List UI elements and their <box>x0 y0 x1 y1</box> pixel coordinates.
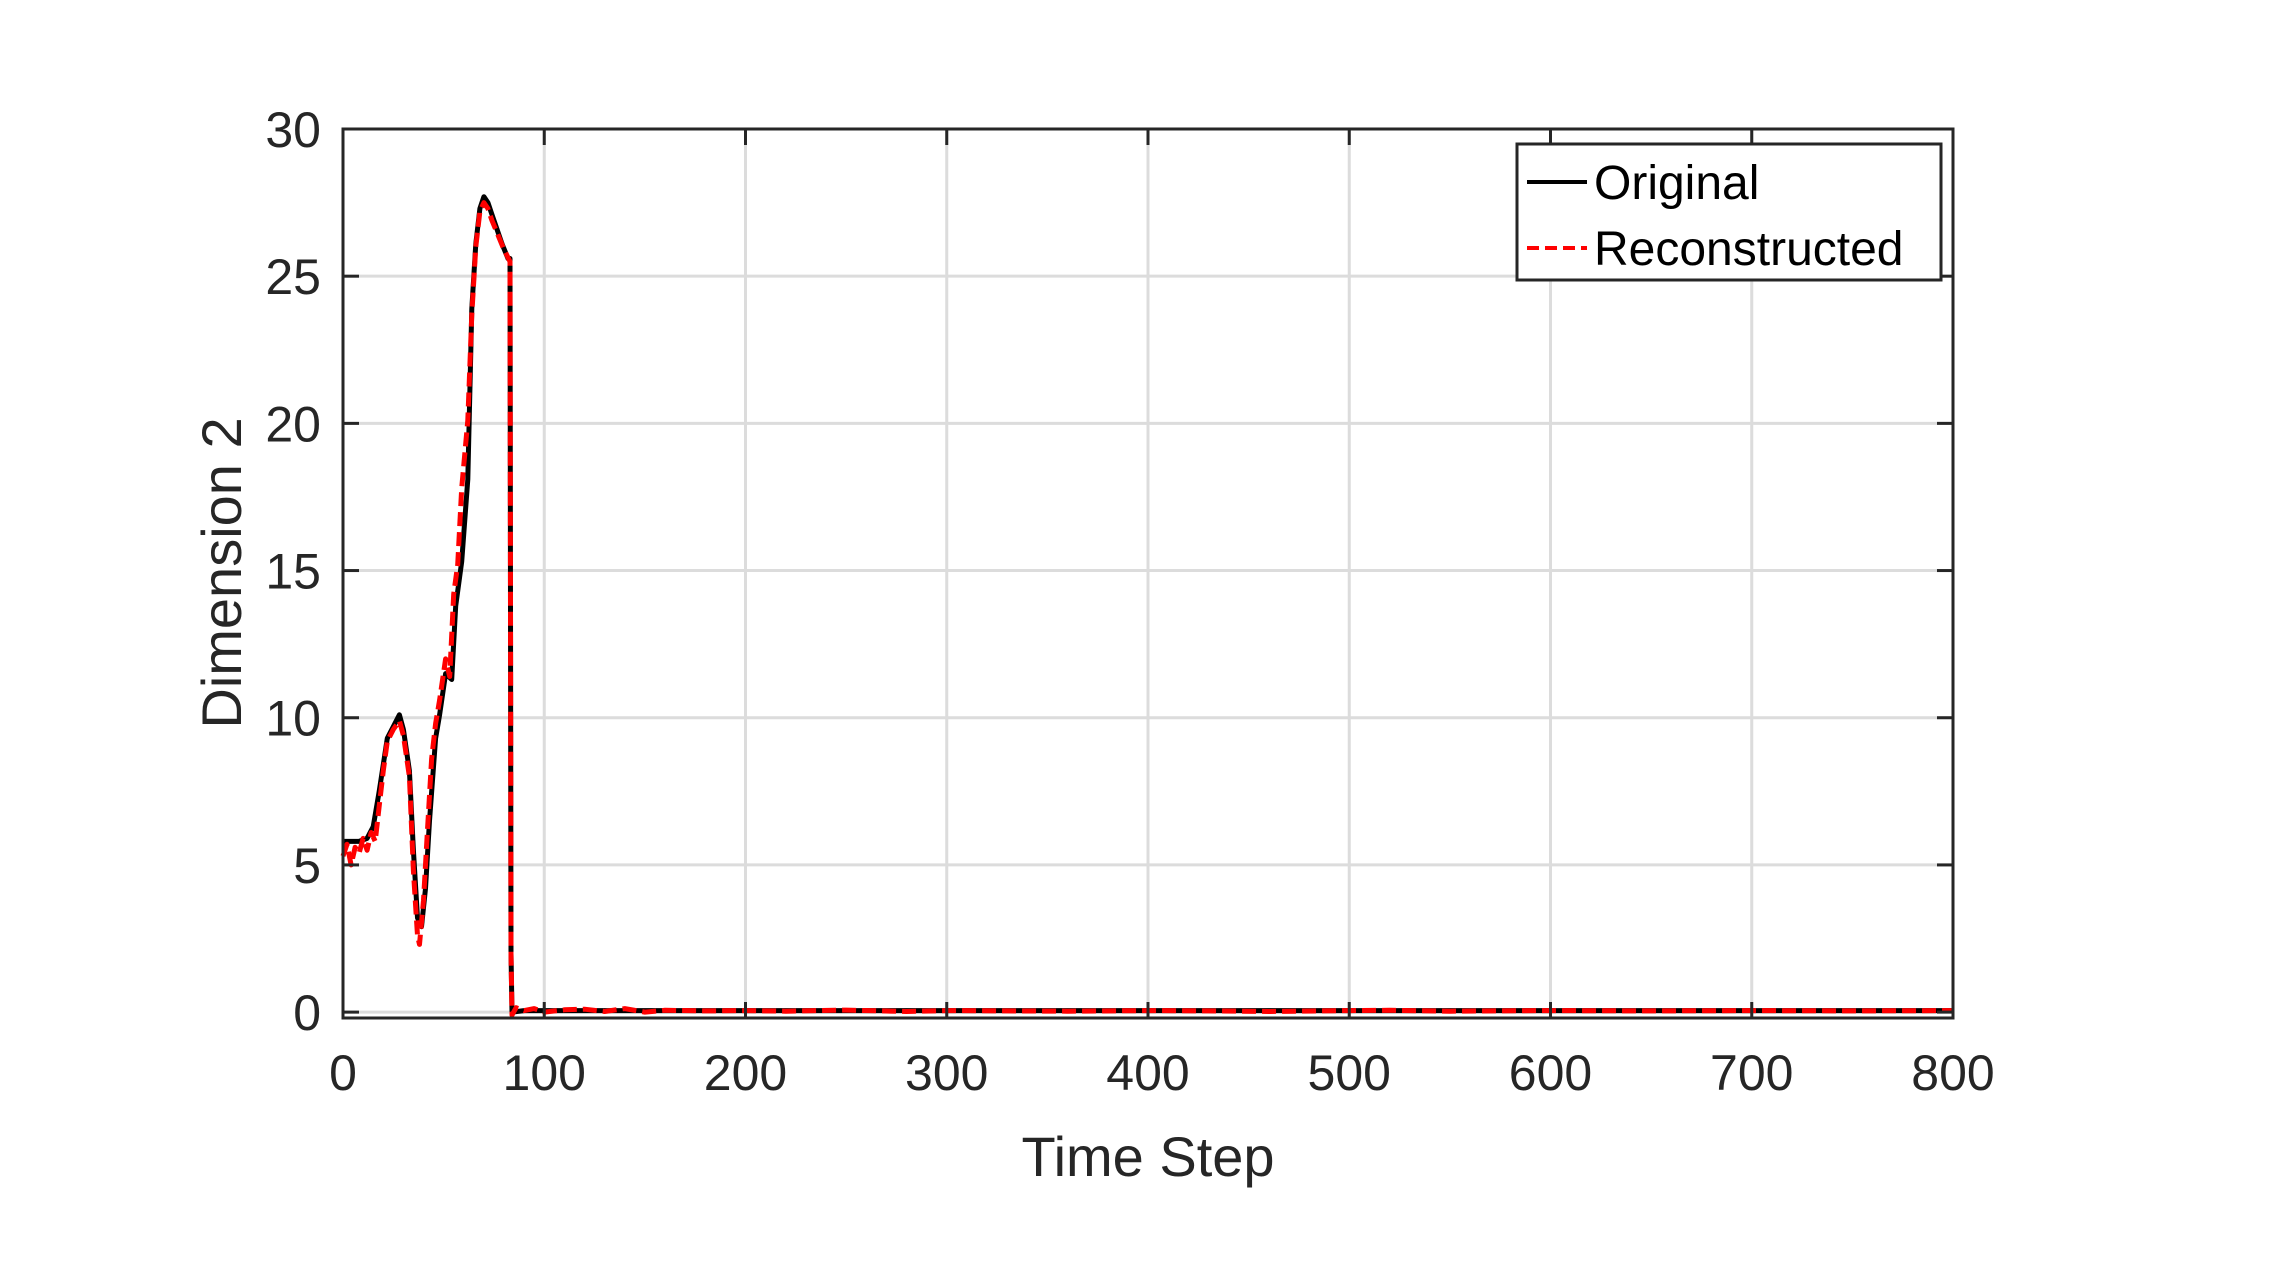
x-tick-label: 200 <box>704 1045 787 1101</box>
x-tick-label: 0 <box>329 1045 357 1101</box>
x-tick-label: 600 <box>1509 1045 1592 1101</box>
x-tick-label: 800 <box>1911 1045 1994 1101</box>
y-tick-label: 10 <box>265 691 321 747</box>
y-tick-label: 30 <box>265 102 321 158</box>
legend-label-reconstructed: Reconstructed <box>1594 223 1904 276</box>
y-tick-label: 5 <box>293 838 321 894</box>
x-axis-label: Time Step <box>1021 1125 1274 1188</box>
legend-label-original: Original <box>1594 157 1759 210</box>
y-axis-label: Dimension 2 <box>190 417 253 728</box>
x-tick-label: 400 <box>1106 1045 1189 1101</box>
y-tick-label: 25 <box>265 249 321 305</box>
legend-box <box>1515 142 1943 282</box>
tick-labels: 0 100 200 300 400 500 600 700 800 0 5 10 15 20 25 30 <box>265 102 1994 1101</box>
x-tick-label: 300 <box>905 1045 988 1101</box>
x-tick-label: 500 <box>1308 1045 1391 1101</box>
series-layer <box>340 194 1954 1018</box>
x-tick-label: 700 <box>1710 1045 1793 1101</box>
tick-marks <box>341 127 1955 1018</box>
legend: Original Reconstructed <box>1515 142 1943 282</box>
y-tick-label: 15 <box>265 544 321 600</box>
series-line-reconstructed <box>340 200 1954 1018</box>
y-tick-label: 20 <box>265 396 321 452</box>
y-tick-label: 0 <box>293 985 321 1041</box>
x-tick-label: 100 <box>503 1045 586 1101</box>
